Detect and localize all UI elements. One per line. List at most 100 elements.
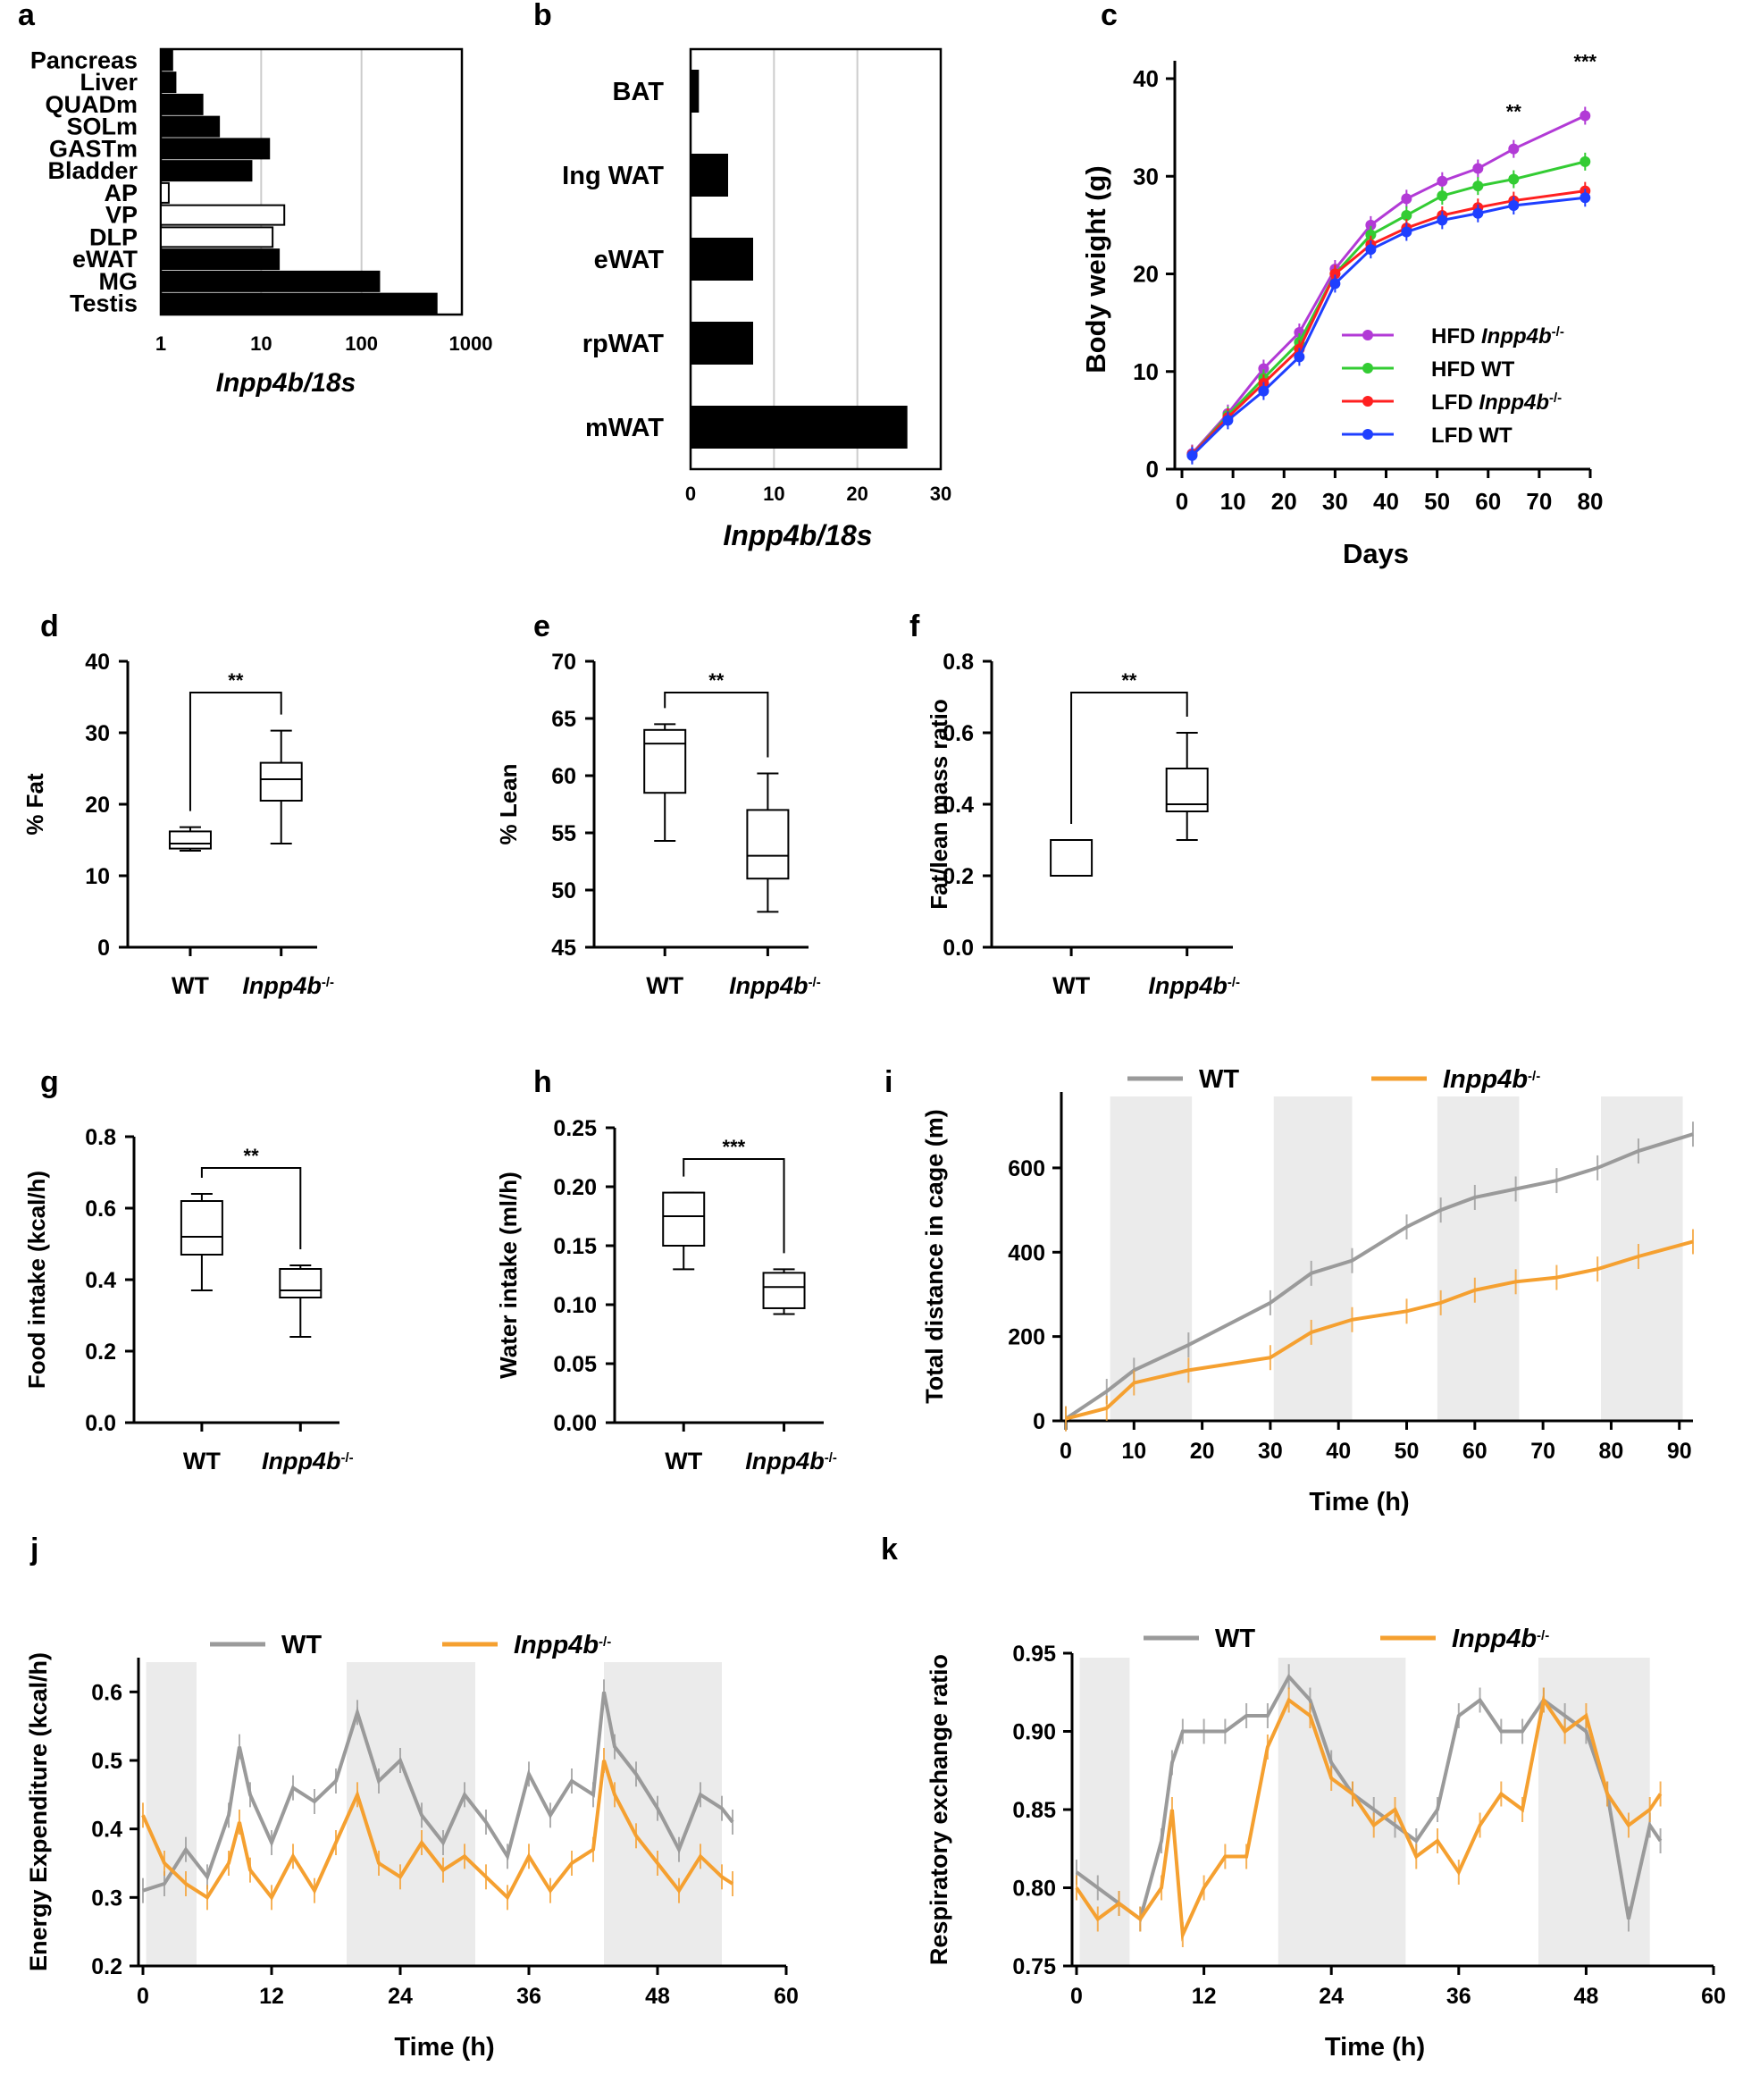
c-legend-label: LFD WT <box>1431 424 1513 448</box>
a-category-label: AP <box>104 180 138 206</box>
chart-i-x-tick: 10 <box>1121 1439 1146 1464</box>
c-x-tick: 20 <box>1271 488 1297 515</box>
b-x-tick: 10 <box>763 483 784 505</box>
chart-g-x-category: Inpp4b-/- <box>262 1448 354 1474</box>
chart-h-water-intake: 0.00 0.05 0.10 0.15 0.20 0.25 *** WT Inpp4b-/- Wa… <box>495 1116 837 1474</box>
a-bar <box>160 115 221 138</box>
chart-i-distance: 0 200 400 600 0 10 20 30 40 50 60 70 80 90 Time (h) Tot… <box>921 1065 1694 1516</box>
a-category-label: DLP <box>89 223 138 250</box>
a-category-label: SOLm <box>66 113 138 140</box>
chart-i-y-tick: 200 <box>1008 1325 1045 1350</box>
panel-label-a: a <box>18 0 36 32</box>
chart-f-x-category: Inpp4b-/- <box>1148 972 1240 999</box>
a-bar <box>160 226 274 248</box>
chart-d-y-tick: 0 <box>97 936 110 961</box>
b-bar <box>691 406 908 449</box>
chart-d-significance-bracket <box>189 692 282 811</box>
c-legend-label: LFD Inpp4b-/- <box>1431 391 1562 416</box>
chart-i-x-tick: 20 <box>1190 1439 1215 1464</box>
chart-f-y-tick: 0.6 <box>943 721 974 746</box>
chart-j-y-tick: 0.4 <box>91 1818 122 1843</box>
a-bar <box>160 160 253 182</box>
chart-h-y-tick: 0.05 <box>553 1352 597 1377</box>
chart-f-box <box>1050 839 1094 877</box>
chart-k-x-tick: 36 <box>1446 1984 1471 2009</box>
panel-label-f: f <box>909 609 920 643</box>
panel-label-j: j <box>29 1533 38 1567</box>
chart-k-y-tick: 0.85 <box>1012 1798 1056 1823</box>
chart-d-box <box>259 761 303 802</box>
chart-k-dark-period <box>1538 1658 1650 1966</box>
chart-d-significance: ** <box>228 669 244 692</box>
chart-d-y-tick: 40 <box>85 650 110 675</box>
chart-j-legend-label: Inpp4b-/- <box>514 1631 611 1659</box>
c-point <box>1437 214 1448 226</box>
chart-k-x-tick: 12 <box>1192 1984 1217 2009</box>
a-category-label: QUADm <box>45 91 138 118</box>
chart-i-legend-label: Inpp4b-/- <box>1443 1065 1540 1094</box>
c-significance: ** <box>1506 100 1522 122</box>
chart-h-box <box>762 1272 806 1309</box>
chart-e-x-category: Inpp4b-/- <box>729 972 821 999</box>
chart-e-y-tick: 50 <box>551 878 576 903</box>
c-x-tick: 10 <box>1220 488 1246 515</box>
a-category-label: eWAT <box>72 246 138 273</box>
panel-label-c: c <box>1101 0 1118 32</box>
panel-label-i: i <box>884 1065 892 1099</box>
chart-k-rer: 0.75 0.80 0.85 0.90 0.95 0 12 24 36 48 60 Time (h) R… <box>926 1625 1726 2062</box>
chart-h-x-category: WT <box>665 1448 702 1474</box>
c-point <box>1365 219 1377 231</box>
chart-j-dark-period <box>146 1662 197 1966</box>
chart-i-y-tick: 0 <box>1033 1409 1045 1434</box>
chart-e-significance: ** <box>708 669 725 692</box>
a-category-label: Bladder <box>47 157 138 184</box>
chart-i-x-axis-label: Time (h) <box>1309 1488 1409 1516</box>
chart-d-x-category: Inpp4b-/- <box>242 972 334 999</box>
chart-h-x-category: Inpp4b-/- <box>745 1448 837 1474</box>
chart-h-y-axis-label: Water intake (ml/h) <box>495 1172 522 1379</box>
c-point <box>1472 181 1484 192</box>
a-category-label: Liver <box>80 69 138 96</box>
chart-j-dark-period <box>347 1662 475 1966</box>
chart-f-x-category: WT <box>1052 972 1090 999</box>
chart-k-legend-label: WT <box>1215 1625 1255 1653</box>
b-x-tick: 0 <box>685 483 696 505</box>
chart-e-box <box>746 809 790 880</box>
panel-labels: a b c d e f g h i j k <box>18 0 1118 1567</box>
chart-j-y-tick: 0.2 <box>91 1954 122 1979</box>
chart-e-y-tick: 45 <box>551 936 576 961</box>
chart-k-y-axis-label: Respiratory exchange ratio <box>926 1654 952 1965</box>
chart-j-y-axis-label: Energy Expenditure (kcal/h) <box>25 1652 52 1971</box>
c-series-line <box>1191 189 1586 456</box>
a-bar <box>160 204 286 226</box>
chart-g-y-tick: 0.4 <box>85 1268 116 1293</box>
c-point <box>1508 143 1520 155</box>
chart-j-dark-period <box>604 1662 722 1966</box>
c-point <box>1437 190 1448 202</box>
chart-i-x-tick: 0 <box>1060 1439 1072 1464</box>
chart-k-x-tick: 0 <box>1070 1984 1083 2009</box>
chart-g-y-axis-label: Food intake (kcal/h) <box>23 1171 50 1389</box>
panel-label-h: h <box>533 1065 552 1099</box>
chart-a-tissue-expression: PancreasLiverQUADmSOLmGASTmBladderAPVPDL… <box>30 46 493 398</box>
chart-d-y-tick: 20 <box>85 793 110 818</box>
chart-h-y-tick: 0.15 <box>553 1234 597 1259</box>
c-y-tick: 0 <box>1146 456 1159 483</box>
chart-h-box <box>662 1191 706 1247</box>
chart-e-significance-bracket <box>664 692 769 758</box>
chart-i-series-line <box>1064 1132 1694 1421</box>
a-category-label: GASTm <box>49 135 138 162</box>
chart-k-x-tick: 24 <box>1319 1984 1344 2009</box>
b-x-axis-label: Inpp4b/18s <box>723 519 872 551</box>
chart-f-significance-bracket <box>1070 692 1188 824</box>
c-x-tick: 80 <box>1578 488 1604 515</box>
a-category-label: Testis <box>70 290 138 317</box>
c-x-tick: 70 <box>1526 488 1552 515</box>
chart-i-dark-period <box>1437 1096 1520 1421</box>
chart-k-y-tick: 0.95 <box>1012 1642 1056 1667</box>
c-x-tick: 50 <box>1424 488 1450 515</box>
chart-j-x-tick: 60 <box>774 1984 799 2009</box>
c-point <box>1580 110 1591 122</box>
c-point <box>1580 192 1591 204</box>
chart-k-x-axis-label: Time (h) <box>1325 2033 1425 2062</box>
